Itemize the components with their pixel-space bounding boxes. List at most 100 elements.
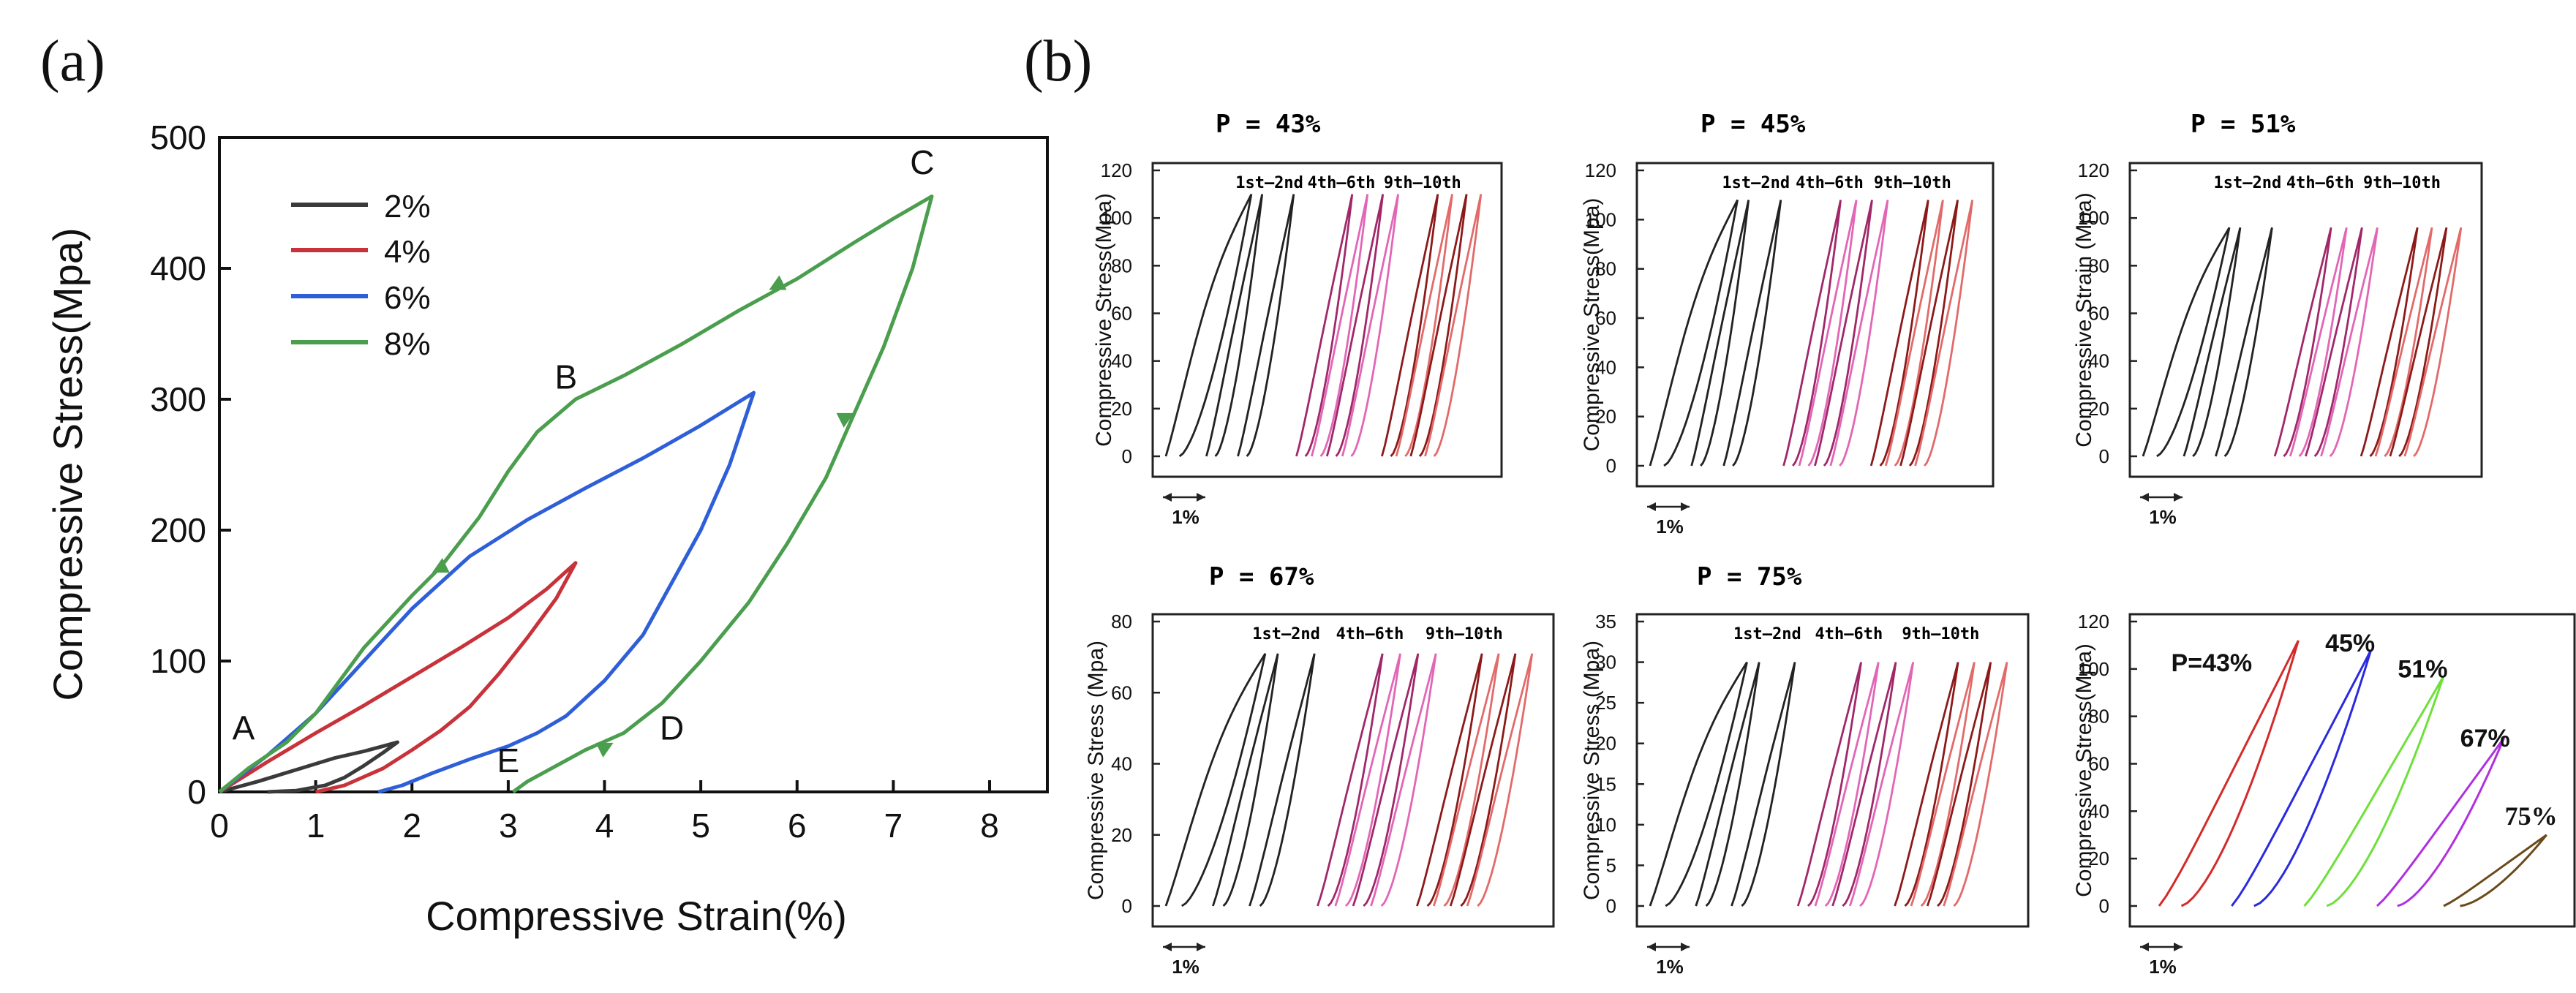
scale-label: 1%	[2149, 956, 2177, 978]
scale-arrow-right-icon	[2174, 493, 2183, 502]
scale-arrow-right-icon	[1681, 943, 1690, 951]
x-tick-label-5: 5	[691, 807, 710, 845]
y-tick-label-0: 0	[2099, 895, 2109, 917]
cycle-curve-0-1	[1205, 194, 1264, 457]
chart-b5: P = 75% 0 5 10 15 20 25 30 35 Compressive Stress …	[1580, 562, 2030, 978]
cycle-curve-2-1	[1884, 200, 1944, 467]
y-tick-label-0: 0	[1606, 895, 1616, 917]
y-axis-label: Compressive Stress(Mpa)	[2072, 643, 2096, 897]
y-axis-label: Compressive Stress (Mpa)	[1084, 641, 1108, 900]
y-tick-label-15: 15	[1595, 773, 1616, 795]
cycle-curve-0-1	[2183, 227, 2242, 457]
x-tick-label-0: 0	[210, 807, 229, 845]
y-tick-label-60: 60	[1111, 681, 1132, 703]
cycle-curve-2-1	[2374, 227, 2433, 457]
cycle-curve-0-0	[1649, 661, 1748, 907]
frame	[1635, 613, 2030, 928]
cycle-curve-0-1	[1695, 662, 1760, 907]
y-tick-label-40: 40	[1595, 356, 1616, 378]
cycle-group-label-0: 1st—2nd	[2213, 174, 2281, 192]
chart-b6: 0 20 40 60 80 100 120 Compressive Stress(Mpa) 1%…	[2072, 611, 2576, 978]
comparison-label-3: 67%	[2460, 725, 2510, 752]
subplot-title: P = 75%	[1697, 562, 1802, 592]
y-tick-label-30: 30	[1595, 652, 1616, 673]
cycle-group-label-1: 4th—6th	[1336, 625, 1404, 643]
cycle-curve-1-2	[1352, 653, 1420, 907]
y-tick-label-100: 100	[2078, 207, 2109, 229]
cycle-curve-0-1	[1212, 653, 1279, 907]
point-label-A: A	[233, 709, 255, 747]
comparison-label-4: 75%	[2505, 801, 2558, 831]
cycle-curve-0-2	[2215, 227, 2273, 457]
y-tick-label-80: 80	[1111, 611, 1132, 633]
cycle-curve-1-2	[1814, 200, 1873, 467]
y-tick-label-400: 400	[150, 249, 206, 287]
y-tick-label-80: 80	[2088, 706, 2109, 728]
cycle-curve-1-0	[1796, 662, 1862, 907]
cycle-curve-2-0	[2360, 227, 2419, 457]
scale-arrow-right-icon	[1197, 493, 1205, 502]
scale-label: 1%	[2149, 506, 2177, 528]
cycle-curve-1-2	[2305, 227, 2363, 457]
cycle-curve-2-3	[2403, 227, 2463, 457]
cycle-curve-1-3	[1370, 653, 1437, 907]
cycle-curve-1-2	[1325, 194, 1385, 457]
scale-arrow-left-icon	[2140, 493, 2149, 502]
cycle-group-label-0: 1st—2nd	[1252, 625, 1320, 643]
series-line-8pct	[218, 195, 934, 794]
y-axis-label: Compressive Stress(Mpa)	[1580, 198, 1604, 452]
point-label-B: B	[555, 358, 578, 396]
cycle-curve-2-1	[1432, 653, 1500, 907]
cycle-curve-2-2	[1899, 200, 1959, 467]
y-tick-label-500: 500	[150, 118, 206, 156]
cycle-curve-2-3	[1466, 653, 1534, 907]
y-tick-label-0: 0	[2099, 445, 2109, 467]
x-tick-label-3: 3	[499, 807, 518, 845]
comparison-label-2: 51%	[2398, 656, 2447, 684]
subplot-title: P = 43%	[1216, 110, 1321, 139]
cycle-curve-1-3	[1829, 200, 1889, 467]
y-tick-label-60: 60	[1111, 303, 1132, 325]
subplot-title: P = 67%	[1209, 562, 1314, 592]
point-label-D: D	[660, 709, 684, 747]
y-tick-label-40: 40	[2088, 350, 2109, 372]
cycle-curve-0-2	[1730, 662, 1796, 907]
cycle-group-label-1: 4th—6th	[1308, 174, 1376, 192]
y-tick-label-100: 100	[150, 642, 206, 680]
cycle-group-label-2: 9th—10th	[1902, 625, 1979, 643]
y-tick-label-40: 40	[2088, 800, 2109, 822]
y-tick-label-200: 200	[150, 511, 206, 549]
frame	[1635, 162, 1995, 488]
y-tick-label-40: 40	[1111, 753, 1132, 775]
cycle-curve-0-0	[1164, 653, 1267, 907]
x-tick-label-6: 6	[788, 807, 807, 845]
series-line-4pct	[218, 561, 578, 794]
cycle-curve-2-3	[1914, 200, 1974, 467]
cycle-curve-0-0	[1164, 193, 1253, 458]
cycle-curve-2-0	[1381, 194, 1439, 457]
scale-label: 1%	[1656, 956, 1684, 978]
cycle-curve-2-1	[1910, 662, 1976, 907]
frame	[1151, 162, 1503, 478]
x-tick-label-1: 1	[306, 807, 325, 845]
cycle-curve-0-1	[1690, 200, 1750, 467]
cycle-curve-2-2	[1409, 194, 1468, 457]
y-tick-label-100: 100	[1101, 207, 1132, 229]
arrow-marker-0	[432, 558, 450, 573]
cycle-curve-1-1	[1334, 653, 1401, 907]
cycle-curve-1-0	[1317, 653, 1384, 907]
scale-arrow-left-icon	[1163, 943, 1172, 951]
chart-a-xlabel: Compressive Strain(%)	[426, 893, 847, 939]
cycle-group-label-1: 4th—6th	[1815, 625, 1883, 643]
y-tick-label-20: 20	[1595, 406, 1616, 428]
chart-a-lines	[218, 195, 934, 794]
y-tick-label-0: 0	[1122, 445, 1132, 467]
y-tick-label-60: 60	[2088, 303, 2109, 325]
comparison-curve-4	[2443, 834, 2547, 907]
cycle-curve-1-1	[1311, 194, 1369, 457]
cycle-curve-0-2	[1722, 200, 1782, 467]
y-tick-label-300: 300	[150, 380, 206, 418]
cycle-group-label-2: 9th—10th	[1874, 174, 1951, 192]
cycle-curve-2-0	[1869, 200, 1929, 467]
cycle-curve-1-0	[2273, 227, 2332, 457]
